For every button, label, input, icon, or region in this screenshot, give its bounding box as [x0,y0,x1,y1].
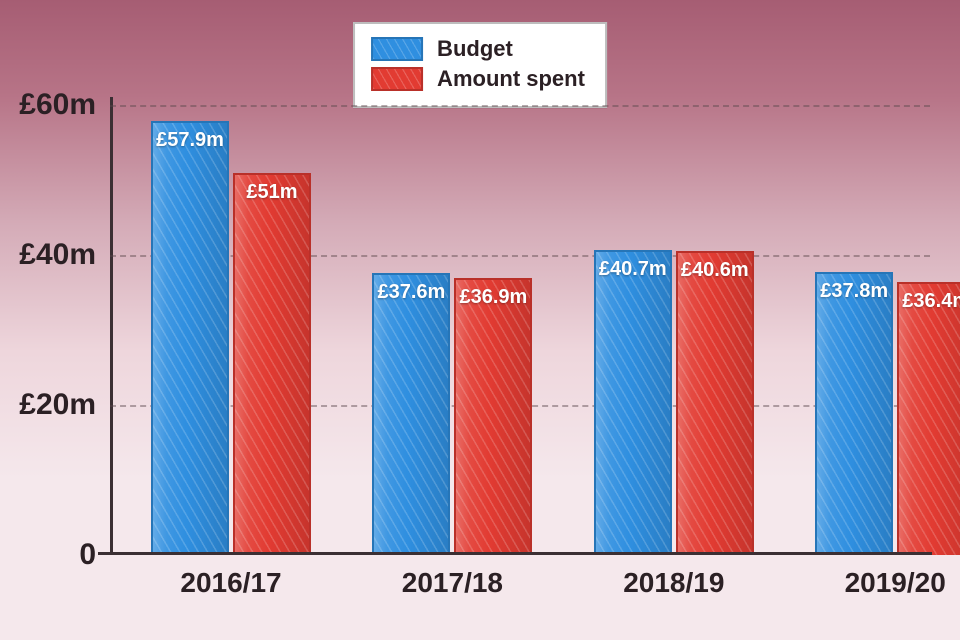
y-axis [110,97,113,555]
bar-spent: £40.6m [676,251,754,555]
x-category-label: 2017/18 [402,567,503,599]
legend-item-spent: Amount spent [371,64,585,94]
bar-value-label: £40.6m [678,259,752,282]
bar-value-label: £57.9m [153,129,227,152]
legend-label-budget: Budget [437,36,513,62]
bar-value-label: £51m [235,181,309,204]
bar-budget: £37.6m [372,273,450,555]
bar-spent: £36.9m [454,278,532,555]
plot-area: £60m £40m £20m 0 £57.9m£51m2016/17£37.6m… [110,105,930,555]
bar-value-label: £36.9m [456,286,530,309]
ytick-40: £40m [19,238,96,272]
ytick-60: £60m [19,88,96,122]
bar-budget: £37.8m [815,272,893,556]
bar-value-label: £36.4m [899,290,960,313]
legend-label-spent: Amount spent [437,66,585,92]
x-category-label: 2018/19 [623,567,724,599]
bar-group: £57.9m£51m2016/17 [151,105,311,555]
bar-group: £37.8m£36.4m2019/20 [815,105,960,555]
x-axis [98,552,932,555]
x-category-label: 2019/20 [845,567,946,599]
bar-value-label: £40.7m [596,258,670,281]
bar-budget: £57.9m [151,121,229,555]
ytick-20: £20m [19,388,96,422]
bar-value-label: £37.8m [817,280,891,303]
ytick-0: 0 [79,538,96,572]
chart-container: Budget Amount spent £60m £40m £20m 0 £57… [0,0,960,640]
bar-group: £40.7m£40.6m2018/19 [594,105,754,555]
legend-swatch-spent [371,67,423,91]
legend: Budget Amount spent [353,22,607,108]
bar-group: £37.6m£36.9m2017/18 [372,105,532,555]
legend-swatch-budget [371,37,423,61]
x-category-label: 2016/17 [180,567,281,599]
bar-value-label: £37.6m [374,281,448,304]
bar-spent: £51m [233,173,311,556]
bar-budget: £40.7m [594,250,672,555]
legend-item-budget: Budget [371,34,585,64]
bar-spent: £36.4m [897,282,960,555]
